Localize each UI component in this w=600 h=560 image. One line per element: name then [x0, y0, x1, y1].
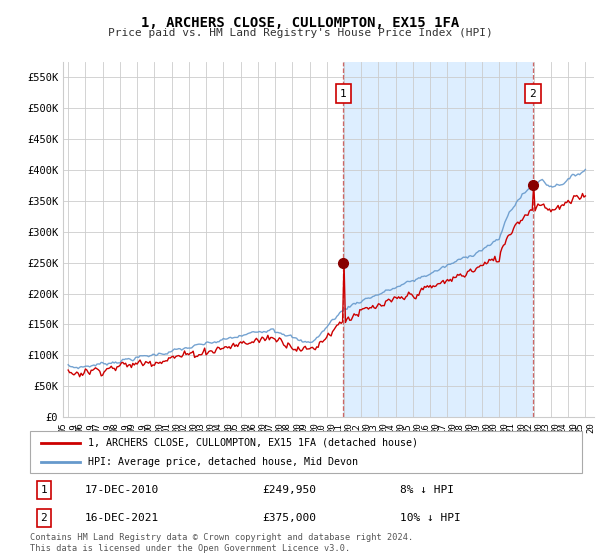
Text: £375,000: £375,000 [262, 513, 316, 523]
Text: 1, ARCHERS CLOSE, CULLOMPTON, EX15 1FA: 1, ARCHERS CLOSE, CULLOMPTON, EX15 1FA [141, 16, 459, 30]
Text: 1: 1 [40, 485, 47, 495]
Text: 1: 1 [340, 88, 347, 99]
Text: 1, ARCHERS CLOSE, CULLOMPTON, EX15 1FA (detached house): 1, ARCHERS CLOSE, CULLOMPTON, EX15 1FA (… [88, 437, 418, 447]
Text: 10% ↓ HPI: 10% ↓ HPI [400, 513, 461, 523]
Text: 8% ↓ HPI: 8% ↓ HPI [400, 485, 454, 495]
Bar [343, 62, 533, 417]
Text: 2: 2 [530, 88, 536, 99]
Text: Price paid vs. HM Land Registry's House Price Index (HPI): Price paid vs. HM Land Registry's House … [107, 28, 493, 38]
Text: HPI: Average price, detached house, Mid Devon: HPI: Average price, detached house, Mid … [88, 457, 358, 467]
Text: 2: 2 [40, 513, 47, 523]
FancyBboxPatch shape [30, 431, 582, 473]
Text: 16-DEC-2021: 16-DEC-2021 [85, 513, 160, 523]
Text: Contains HM Land Registry data © Crown copyright and database right 2024.
This d: Contains HM Land Registry data © Crown c… [30, 533, 413, 553]
Text: £249,950: £249,950 [262, 485, 316, 495]
Text: 17-DEC-2010: 17-DEC-2010 [85, 485, 160, 495]
